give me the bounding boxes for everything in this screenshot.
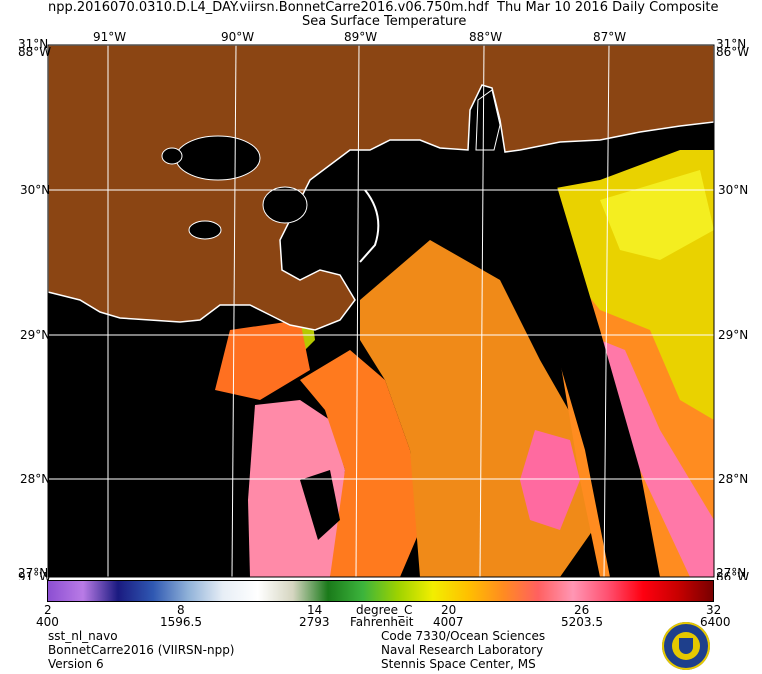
lat-label-29n-left: 29°N xyxy=(20,328,50,342)
lake-salvador xyxy=(188,220,222,240)
footer-lab: Naval Research Laboratory xyxy=(381,643,544,657)
colorbar-f-tick-2793: 2793 xyxy=(299,615,330,629)
file-name-title: npp.2016070.0310.D.L4_DAY.viirsn.BonnetC… xyxy=(48,0,489,15)
lat-label-30n-left: 30°N xyxy=(20,183,50,197)
sst-map: 91°W 90°W 89°W 88°W 87°W 30°N 29°N 28°N … xyxy=(18,30,749,580)
colorbar-c-tick-20: 20 xyxy=(441,603,457,617)
lat-label-30n-right: 30°N xyxy=(718,183,748,197)
chandeleur-islands xyxy=(359,189,380,263)
sst-patch-west-orange xyxy=(300,350,420,577)
colorbar-f-tick-5203: 5203.5 xyxy=(561,615,603,629)
footer-location: Stennis Space Center, MS xyxy=(381,657,536,671)
graticule xyxy=(48,44,714,578)
lake-pontchartrain xyxy=(175,135,261,181)
sst-patch-east-yellow-light xyxy=(600,170,714,260)
colorbar-f-tick-1596: 1596.5 xyxy=(160,615,202,629)
temperature-colorbar xyxy=(47,580,714,602)
colorbar-c-tick-14: 14 xyxy=(307,603,323,617)
colorbar-f-tick-6400: 6400 xyxy=(700,615,731,629)
corner-br-lat: 27°N xyxy=(716,566,746,580)
lake-borgne xyxy=(262,186,308,224)
product-title: Sea Surface Temperature xyxy=(302,14,467,29)
colorbar-f-tick-4007: 4007 xyxy=(433,615,464,629)
colorbar-unit-f: Fahrenheit xyxy=(350,615,414,629)
corner-tr-lon: 86°W xyxy=(716,45,749,59)
lake-maurepas xyxy=(161,147,183,165)
meridian-88w xyxy=(479,44,485,578)
corner-tl-lat: 31°N xyxy=(18,37,48,51)
colorbar-f-tick-400: 400 xyxy=(36,615,59,629)
footer-region: BonnetCarre2016 (VIIRSN-npp) xyxy=(48,643,235,657)
sst-patch-shelf-orange xyxy=(215,320,310,400)
lon-label-88w: 88°W xyxy=(469,30,502,44)
lat-label-29n-right: 29°N xyxy=(718,328,748,342)
composite-date: Thu Mar 10 2016 Daily Composite xyxy=(497,0,719,15)
lon-label-87w: 87°W xyxy=(593,30,626,44)
colorbar-unit-c: degree_C xyxy=(356,603,413,617)
lat-label-28n-right: 28°N xyxy=(718,472,748,486)
lon-label-89w: 89°W xyxy=(344,30,377,44)
sst-patch-east-pink-band xyxy=(600,340,714,577)
footer-code: Code 7330/Ocean Sciences xyxy=(381,629,546,643)
mobile-bay xyxy=(475,89,501,151)
lon-label-91w: 91°W xyxy=(93,30,126,44)
sst-patch-central-pink xyxy=(520,430,580,530)
nodata-hole-west xyxy=(300,470,340,540)
nrl-seal-logo xyxy=(662,622,710,670)
footer-version: Version 6 xyxy=(48,657,104,671)
meridian-87w xyxy=(603,44,610,578)
colorbar-c-tick-32: 32 xyxy=(706,603,722,617)
map-frame xyxy=(47,44,715,578)
corner-bl-lat: 27°N xyxy=(18,566,48,580)
corner-tr-lat: 31°N xyxy=(716,37,746,51)
meridian-90w xyxy=(231,44,237,578)
colorbar-c-tick-8: 8 xyxy=(177,603,185,617)
sst-data-layer xyxy=(215,150,714,577)
colorbar-c-tick-26: 26 xyxy=(574,603,590,617)
corner-br-lon: 86°W xyxy=(716,570,749,580)
corner-bl-lon: 91°W xyxy=(18,570,51,580)
lon-label-90w: 90°W xyxy=(221,30,254,44)
meridian-89w xyxy=(355,44,360,578)
corner-tl-lon: 88°W xyxy=(18,45,51,59)
colorbar-c-tick-2: 2 xyxy=(44,603,52,617)
lat-label-28n-left: 28°N xyxy=(20,472,50,486)
nodata-streak xyxy=(530,180,660,577)
footer-product-code: sst_nl_navo xyxy=(48,629,118,643)
